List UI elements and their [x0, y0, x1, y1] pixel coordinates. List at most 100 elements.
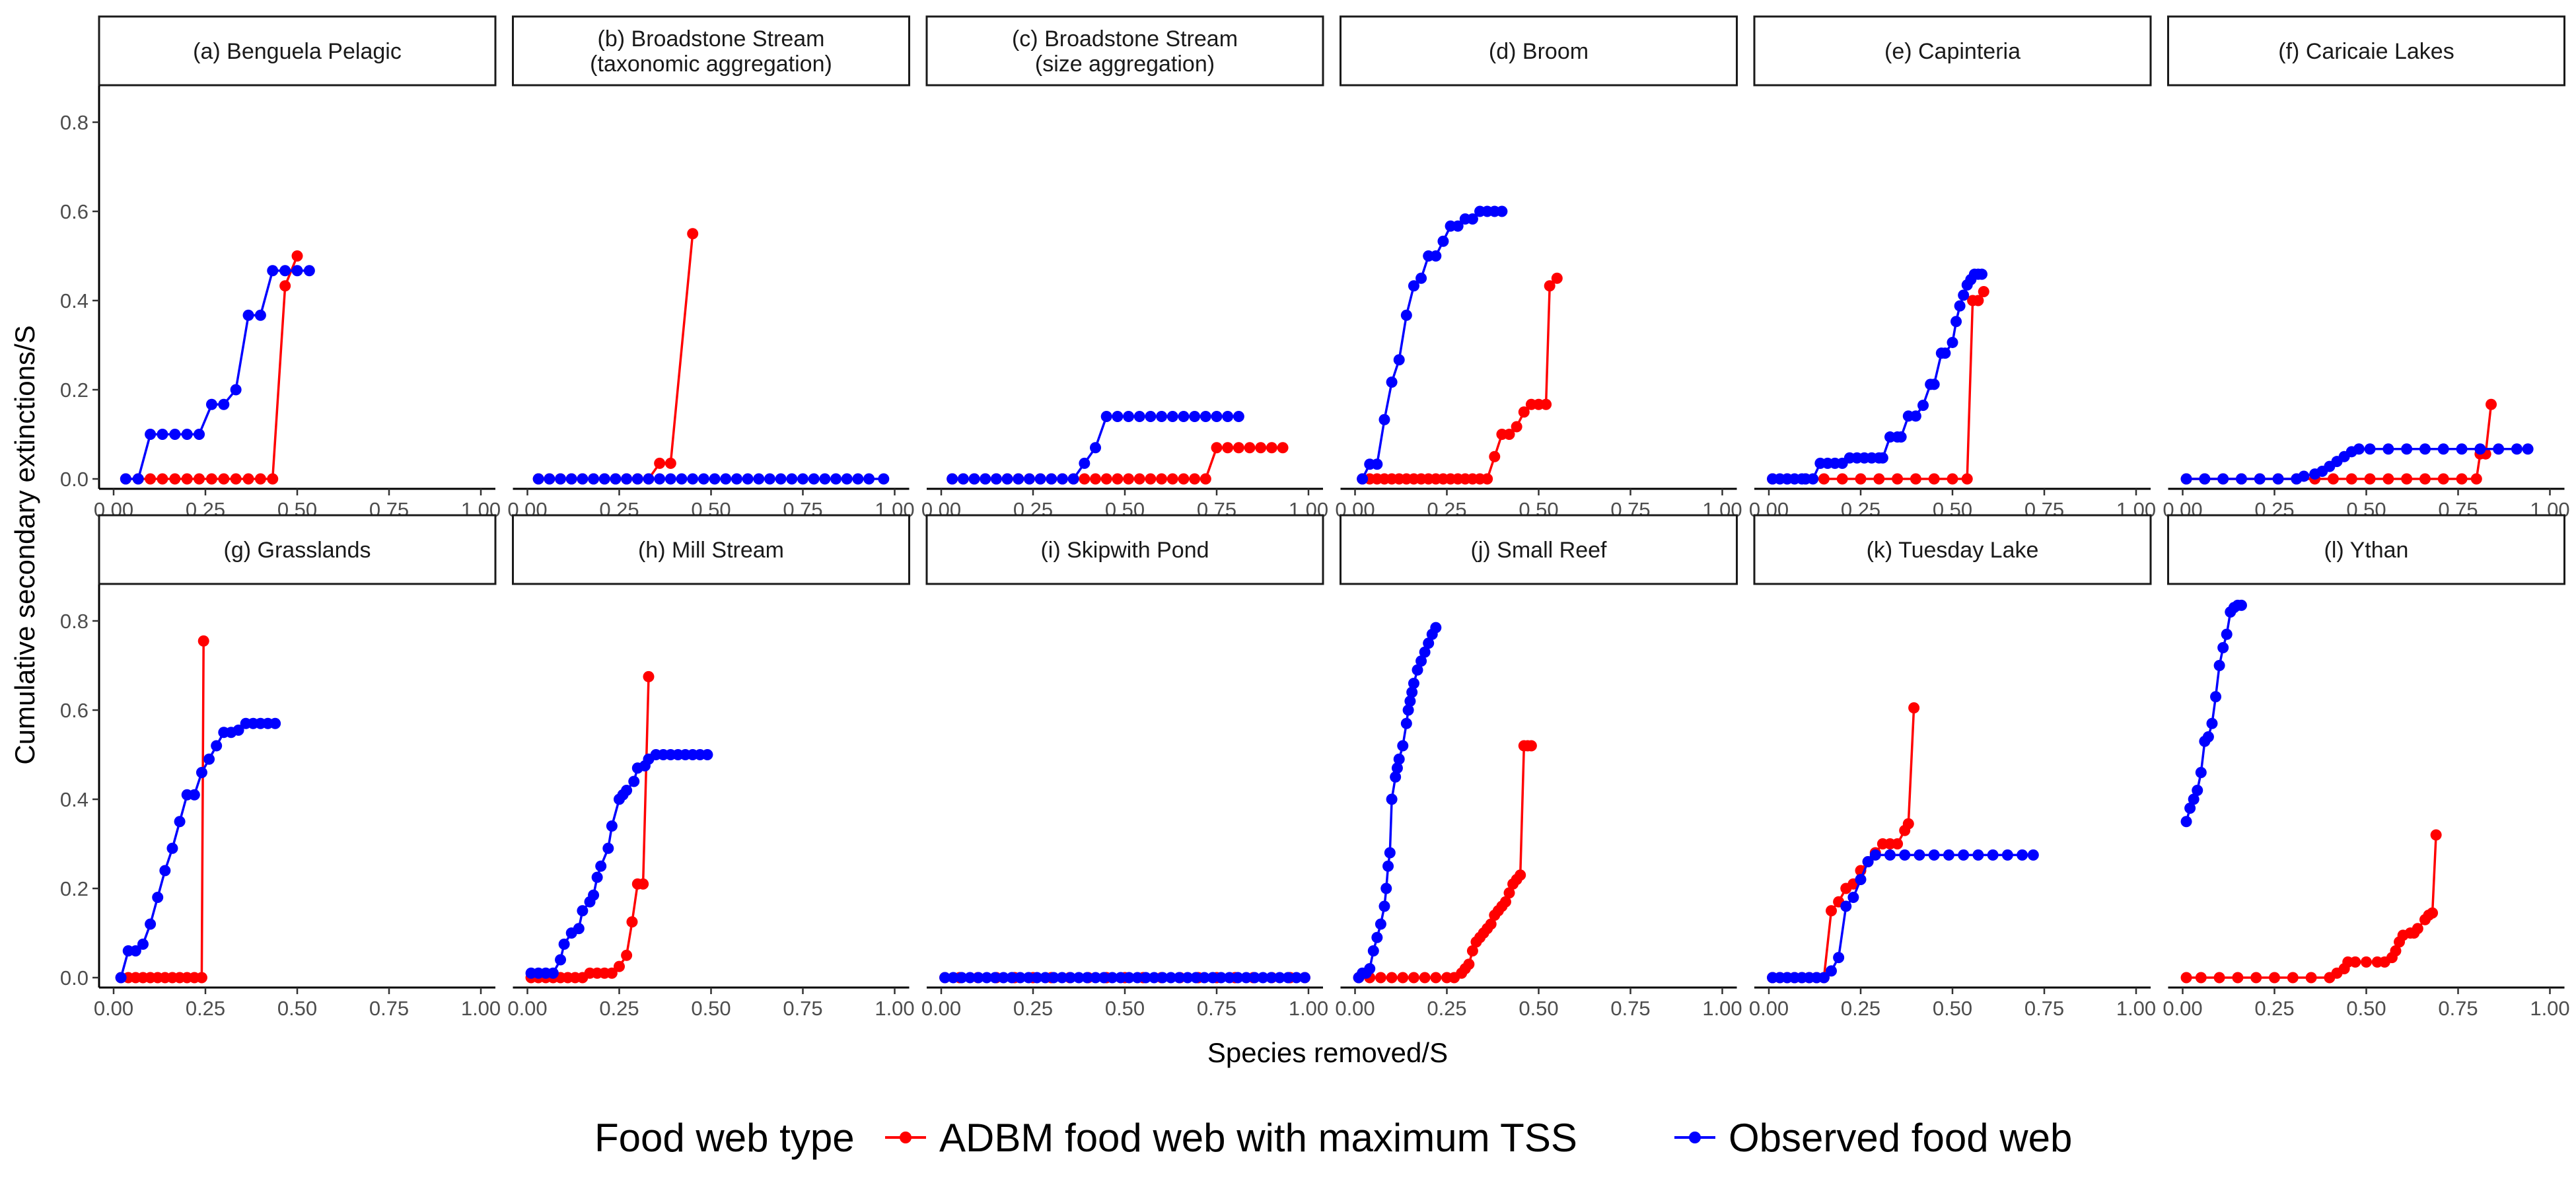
- data-point: [181, 473, 193, 485]
- data-point: [2195, 972, 2207, 984]
- data-point: [972, 972, 984, 984]
- data-point: [1430, 622, 1442, 633]
- y-tick-label: 0.0: [60, 468, 89, 491]
- data-point: [2430, 829, 2442, 841]
- x-tick-label: 0.75: [2438, 997, 2478, 1020]
- data-point: [643, 473, 655, 485]
- data-point: [1367, 945, 1379, 956]
- data-point: [1489, 450, 1501, 462]
- series: [115, 635, 209, 984]
- series: [1357, 272, 1563, 485]
- data-point: [964, 972, 976, 984]
- data-point: [1384, 847, 1396, 859]
- facet-title: (size aggregation): [1035, 52, 1215, 77]
- data-point: [1503, 887, 1515, 899]
- data-point: [1386, 972, 1398, 984]
- y-axis-title: Cumulative secondary extinctions/S: [9, 325, 40, 764]
- data-point: [1048, 972, 1059, 984]
- data-point: [1215, 972, 1227, 984]
- data-point: [1415, 655, 1427, 667]
- data-point: [2470, 473, 2482, 485]
- facet-title: (e) Capinteria: [1884, 39, 2021, 64]
- data-point: [698, 473, 709, 485]
- x-tick-label: 0.75: [369, 997, 409, 1020]
- data-point: [1190, 972, 1202, 984]
- data-point: [1040, 972, 1052, 984]
- data-point: [1067, 473, 1079, 485]
- data-point: [1397, 740, 1409, 752]
- data-point: [303, 265, 315, 277]
- data-point: [2188, 793, 2200, 805]
- data-point: [1511, 421, 1522, 433]
- data-point: [1397, 972, 1409, 984]
- data-point: [2364, 443, 2376, 455]
- series-line: [1772, 853, 2034, 979]
- data-point: [1090, 473, 1102, 485]
- data-point: [1034, 473, 1046, 485]
- y-tick-label: 0.2: [60, 378, 89, 402]
- data-point: [797, 473, 808, 485]
- data-point: [2199, 473, 2211, 485]
- data-point: [852, 473, 864, 485]
- x-tick-label: 0.00: [507, 997, 547, 1020]
- data-point: [1466, 945, 1478, 956]
- data-point: [1466, 213, 1478, 225]
- x-tick-label: 0.00: [1335, 997, 1375, 1020]
- data-point: [157, 473, 168, 485]
- data-point: [1958, 289, 1970, 301]
- data-point: [1954, 300, 1966, 312]
- data-point: [595, 860, 607, 872]
- data-point: [2192, 785, 2203, 796]
- data-point: [1273, 972, 1285, 984]
- data-point: [1544, 280, 1556, 292]
- data-point: [2180, 972, 2192, 984]
- data-point: [233, 724, 244, 736]
- data-point: [1090, 442, 1102, 454]
- data-point: [1928, 378, 1940, 390]
- data-point: [1156, 473, 1168, 485]
- data-point: [2202, 731, 2214, 742]
- data-point: [1947, 473, 1958, 485]
- x-tick-label: 0.25: [2254, 997, 2294, 1020]
- data-point: [1282, 972, 1294, 984]
- data-point: [2221, 628, 2233, 640]
- data-point: [628, 775, 640, 787]
- data-point: [1910, 410, 1921, 422]
- x-tick-label: 0.25: [1427, 997, 1466, 1020]
- data-point: [1525, 740, 1537, 752]
- data-point: [786, 473, 798, 485]
- data-point: [1976, 268, 1987, 280]
- data-point: [947, 972, 959, 984]
- data-point: [1391, 762, 1403, 774]
- data-point: [1364, 963, 1376, 974]
- data-point: [1884, 849, 1896, 861]
- y-tick-label: 0.6: [60, 699, 89, 722]
- data-point: [1133, 473, 1145, 485]
- data-point: [1902, 818, 1914, 830]
- facet-strip: [98, 15, 497, 87]
- facet-title: (i) Skipwith Pond: [1040, 538, 1209, 563]
- data-point: [1378, 900, 1390, 912]
- data-point: [591, 871, 603, 883]
- data-point: [957, 473, 969, 485]
- data-point: [1943, 849, 1954, 861]
- x-tick-label: 0.75: [1197, 997, 1236, 1020]
- legend-items: ADBM food web with maximum TSS Observed f…: [885, 1116, 2072, 1160]
- series: [947, 411, 1244, 485]
- facet-panel: (c) Broadstone Stream(size aggregation)0…: [921, 15, 1328, 521]
- data-point: [602, 842, 614, 854]
- data-point: [1248, 972, 1260, 984]
- data-point: [532, 473, 544, 485]
- data-point: [1233, 411, 1244, 422]
- series: [1767, 702, 1920, 984]
- data-point: [1908, 702, 1920, 714]
- data-point: [1378, 414, 1390, 425]
- data-point: [291, 250, 303, 262]
- data-point: [2001, 849, 2013, 861]
- data-point: [558, 938, 570, 950]
- data-point: [291, 265, 303, 277]
- facet-strip: [1340, 15, 1738, 87]
- data-point: [1551, 272, 1563, 284]
- data-point: [819, 473, 831, 485]
